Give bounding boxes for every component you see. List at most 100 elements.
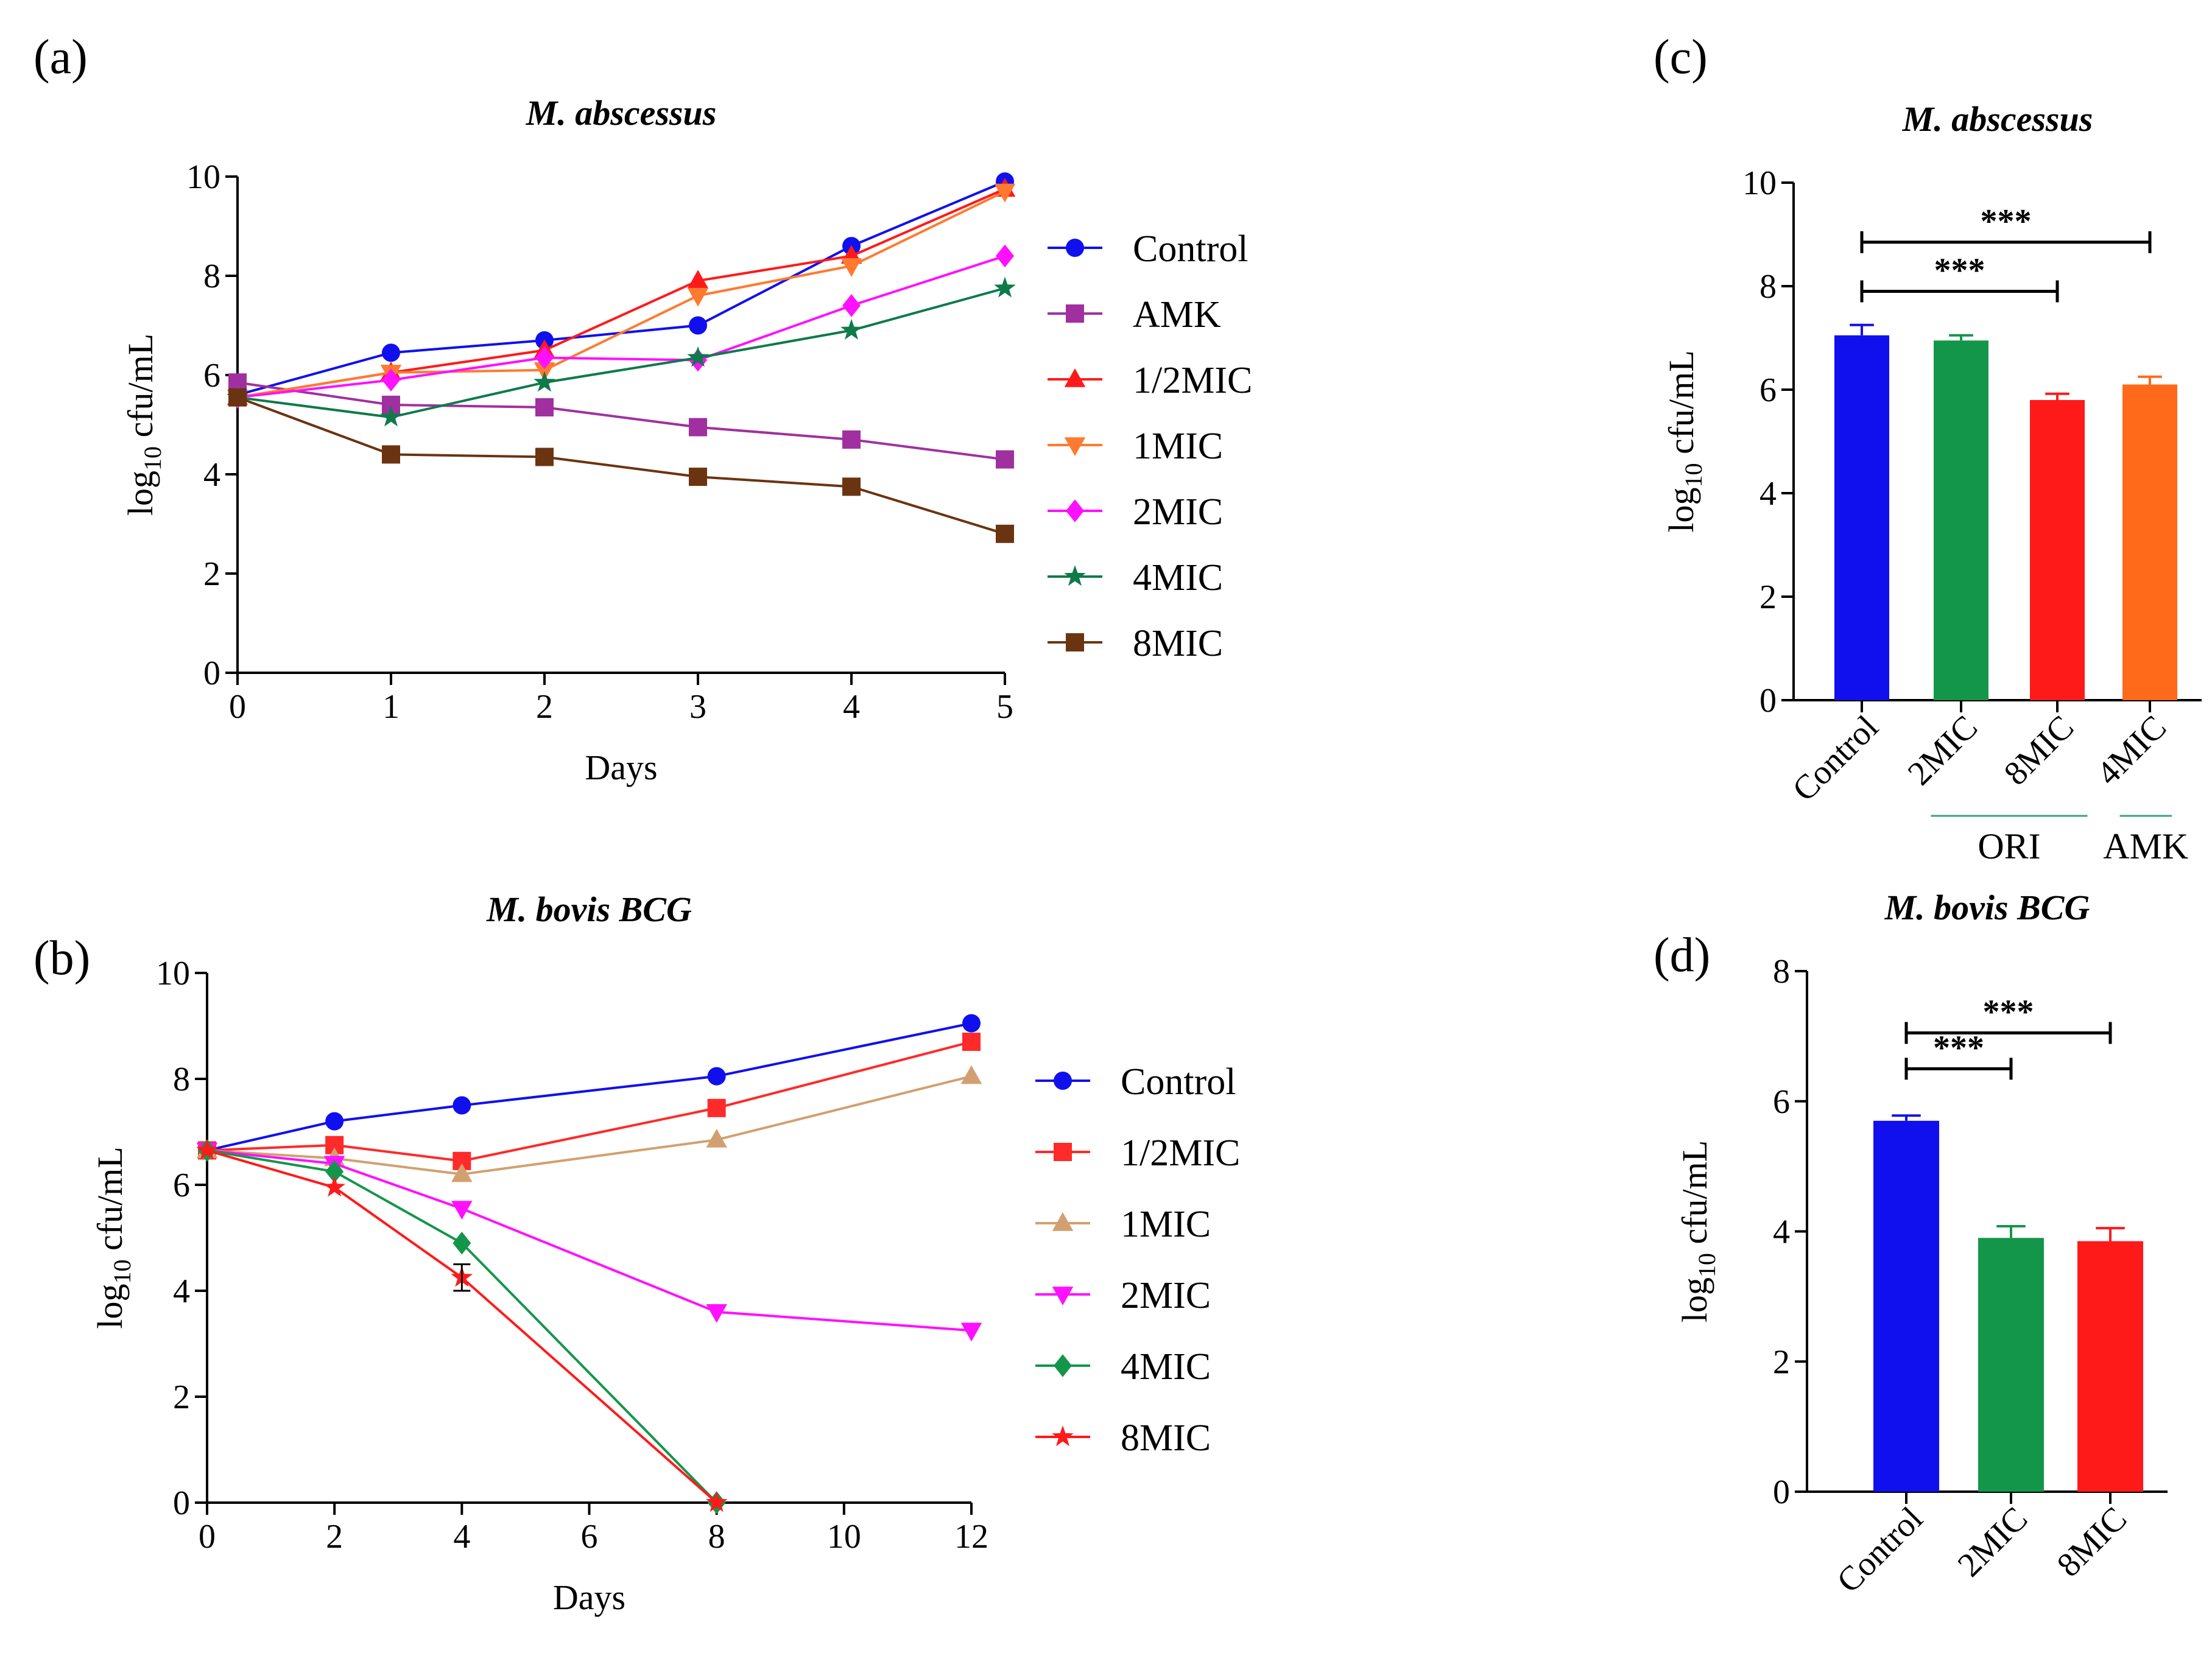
legend-label: Control xyxy=(1121,1061,1236,1103)
data-point xyxy=(453,1096,471,1115)
data-point xyxy=(687,346,709,367)
data-point xyxy=(842,430,861,449)
x-tick-label: 8MIC xyxy=(1997,708,2081,792)
y-axis-label: log10 cfu/mL xyxy=(121,334,166,516)
legend-label: AMK xyxy=(1133,294,1221,335)
data-point xyxy=(535,398,554,416)
data-point xyxy=(382,368,400,391)
data-point xyxy=(689,468,707,486)
y-axis-label: log10 cfu/mL xyxy=(1661,350,1707,532)
bar-2mic xyxy=(1934,340,1988,700)
x-tick-label: 1 xyxy=(382,688,400,726)
legend-entry-1-2mic: 1/2MIC xyxy=(1048,360,1252,401)
significance-label: *** xyxy=(1981,203,2032,240)
series-line xyxy=(206,1041,972,1162)
data-point xyxy=(535,346,554,370)
legend-entry-2mic: 2MIC xyxy=(1048,491,1223,533)
x-tick-label: Control xyxy=(1785,708,1886,809)
panel-label-b: (b) xyxy=(33,932,90,985)
x-tick-label: 10 xyxy=(827,1518,861,1556)
legend-label: 4MIC xyxy=(1133,557,1223,599)
data-point xyxy=(707,1067,726,1086)
y-tick-label: 0 xyxy=(1759,682,1777,720)
chart-title: M. bovis BCG xyxy=(1884,888,2090,927)
series-line xyxy=(237,190,1006,399)
data-point xyxy=(380,405,402,427)
series-8mic xyxy=(196,1139,728,1512)
legend-marker xyxy=(1066,304,1084,323)
data-point xyxy=(451,1201,473,1220)
series-4mic xyxy=(198,1139,726,1514)
legend-marker xyxy=(1064,565,1086,586)
series-line xyxy=(206,1149,718,1504)
chart-panel-c: 0 2 4 6 8 10 log10 cfu/mL M. abscessus Control 2M… xyxy=(1661,99,2202,866)
y-tick-label: 6 xyxy=(1773,1083,1790,1121)
data-point xyxy=(996,244,1014,268)
data-point xyxy=(706,1304,727,1323)
legend-marker xyxy=(1054,1354,1072,1377)
panel-label-a: (a) xyxy=(33,30,88,84)
series-control xyxy=(198,1014,981,1160)
legend-label: 2MIC xyxy=(1121,1275,1211,1316)
series-2mic xyxy=(196,1142,982,1342)
x-tick-label: 12 xyxy=(954,1518,988,1556)
data-point xyxy=(382,343,400,362)
data-point xyxy=(840,318,862,340)
data-point xyxy=(325,1160,344,1183)
legend-entry-4mic: 4MIC xyxy=(1035,1346,1211,1388)
chart-panel-d: 0 2 4 6 8 log10 cfu/mL M. bovis BCG Control 2MIC… xyxy=(1675,888,2168,1600)
series-amk xyxy=(228,373,1014,469)
legend-entry-8mic: 8MIC xyxy=(1048,623,1223,664)
legend-label: 1/2MIC xyxy=(1121,1132,1240,1174)
legend-entry-control: Control xyxy=(1048,228,1248,270)
y-tick-label: 4 xyxy=(203,456,220,494)
series-line xyxy=(237,255,1006,399)
legend-marker xyxy=(1066,239,1084,257)
series-line xyxy=(237,180,1006,396)
x-tick-label: 4 xyxy=(843,688,860,726)
series-line xyxy=(206,1149,972,1332)
panel-label-d: (d) xyxy=(1654,929,1710,982)
legend-marker xyxy=(1064,437,1086,456)
data-point xyxy=(706,1129,727,1148)
data-point xyxy=(962,1014,981,1033)
legend-marker xyxy=(1052,1212,1074,1231)
legend-marker xyxy=(1066,499,1084,522)
legend-entry-2mic: 2MIC xyxy=(1035,1275,1211,1316)
significance-label: *** xyxy=(1933,1029,1984,1067)
x-tick-label: 5 xyxy=(996,688,1013,726)
data-point xyxy=(689,418,707,437)
legend-label: 8MIC xyxy=(1121,1417,1211,1459)
legend-entry-1-2mic: 1/2MIC xyxy=(1035,1132,1240,1174)
data-point xyxy=(228,388,247,407)
x-tick-label: 2MIC xyxy=(1951,1500,2035,1584)
data-point xyxy=(196,1139,218,1160)
y-tick-label: 2 xyxy=(203,555,220,593)
chart-panel-b: 0 2 4 6 8 10 0 2 4 6 8 10 12 Days log10 cfu/mL M. bovis… xyxy=(90,890,1240,1617)
x-tick-label: 2MIC xyxy=(1901,708,1985,792)
y-tick-label: 4 xyxy=(173,1273,190,1310)
data-point xyxy=(962,1033,981,1051)
legend-label: 1MIC xyxy=(1121,1204,1211,1245)
data-point xyxy=(689,316,707,335)
data-point xyxy=(687,287,709,307)
y-tick-label: 6 xyxy=(173,1167,190,1204)
x-tick-label: 3 xyxy=(689,688,706,726)
x-tick-label: 2 xyxy=(536,688,553,726)
bar-8mic xyxy=(2077,1241,2143,1492)
data-point xyxy=(323,1176,345,1197)
data-point xyxy=(996,450,1014,469)
data-point xyxy=(687,270,709,289)
chart-title: M. abscessus xyxy=(1902,99,2093,139)
series-line xyxy=(206,1149,717,1504)
series-8mic xyxy=(228,388,1014,543)
data-point xyxy=(451,1163,473,1182)
data-point xyxy=(842,477,861,496)
bar-2mic xyxy=(1978,1238,2044,1492)
x-tick-label: Control xyxy=(1830,1500,1930,1600)
legend-marker xyxy=(1054,1072,1072,1090)
x-tick-label: 4 xyxy=(453,1518,470,1556)
x-axis-label: Days xyxy=(585,748,657,787)
data-point xyxy=(994,183,1016,203)
